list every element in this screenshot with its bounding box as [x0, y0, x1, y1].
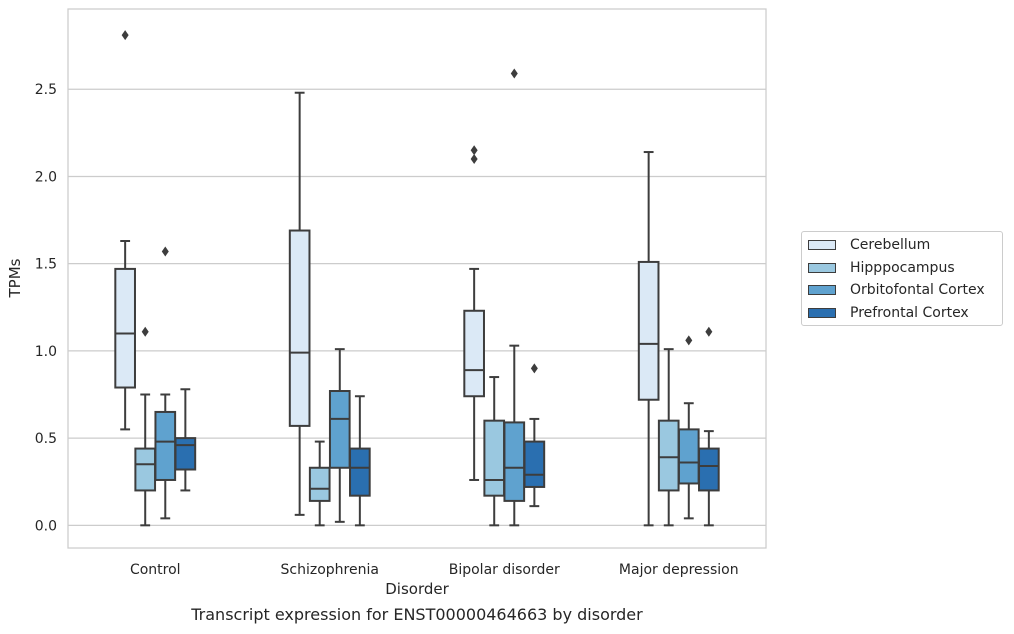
x-tick-label: Bipolar disorder — [449, 562, 560, 578]
legend-swatch-orbitofrontal — [808, 285, 836, 295]
y-tick-label: 1.0 — [35, 344, 57, 360]
outlier-point — [470, 154, 478, 165]
box-body — [698, 447, 720, 492]
box-body — [657, 419, 680, 492]
y-tick-label: 2.0 — [35, 169, 57, 185]
outlier-point — [141, 326, 149, 337]
box-body — [134, 447, 157, 492]
box-orbitofontal-cortex-control — [154, 246, 177, 520]
box-prefrontal-cortex-major-depression — [698, 326, 720, 527]
box-body — [349, 447, 371, 497]
legend-label-prefrontal: Prefrontal Cortex — [850, 305, 969, 321]
box-body — [503, 421, 526, 502]
box-cerebellum-major-depression — [637, 151, 660, 527]
legend-item-prefrontal: Prefrontal Cortex — [808, 303, 969, 323]
box-prefrontal-cortex-control — [174, 388, 197, 492]
x-tick-label: Major depression — [619, 562, 739, 578]
legend-swatch-prefrontal — [808, 308, 836, 318]
box-cerebellum-schizophrenia — [288, 91, 311, 516]
legend-swatch-cerebellum — [808, 240, 836, 250]
y-axis-label: TPMs — [6, 258, 24, 298]
legend-swatch-hippocampus — [808, 263, 836, 273]
outlier-point — [685, 335, 693, 346]
legend-label-orbitofrontal: Orbitofontal Cortex — [850, 282, 985, 298]
legend-item-cerebellum: Cerebellum — [808, 235, 930, 255]
box-body — [114, 267, 136, 389]
y-tick-label: 1.5 — [35, 257, 57, 273]
box-hipppocampus-schizophrenia — [308, 440, 331, 527]
box-body — [483, 419, 506, 497]
y-tick-label: 2.5 — [35, 82, 57, 98]
x-axis-label: Disorder — [385, 580, 449, 598]
x-tick-label: Schizophrenia — [281, 562, 379, 578]
legend-item-hippocampus: Hipppocampus — [808, 258, 955, 278]
box-prefrontal-cortex-schizophrenia — [349, 395, 371, 527]
box-body — [328, 390, 351, 469]
box-orbitofontal-cortex-schizophrenia — [328, 348, 351, 523]
outlier-point — [161, 246, 169, 257]
legend-label-cerebellum: Cerebellum — [850, 237, 931, 253]
x-tick-label: Control — [130, 562, 181, 578]
outlier-point — [705, 326, 713, 337]
legend-label-hippocampus: Hipppocampus — [850, 260, 955, 276]
box-body — [523, 440, 546, 488]
box-prefrontal-cortex-bipolar-disorder — [523, 363, 546, 508]
outlier-point — [470, 145, 478, 156]
box-body — [288, 229, 311, 427]
y-tick-label: 0.5 — [35, 431, 57, 447]
outlier-point — [510, 68, 518, 79]
box-body — [637, 260, 660, 401]
box-body — [463, 309, 485, 398]
box-cerebellum-control — [114, 30, 136, 431]
box-body — [308, 466, 331, 502]
box-cerebellum-bipolar-disorder — [463, 145, 485, 481]
box-body — [154, 410, 177, 481]
y-tick-labels: 0.0 0.5 1.0 1.5 2.0 2.5 — [35, 82, 57, 534]
box-hipppocampus-control — [134, 326, 157, 527]
box-body — [174, 437, 197, 471]
legend: Cerebellum Hipppocampus Orbitofontal Cor… — [801, 231, 1003, 326]
x-tick-labels: Control Schizophrenia Bipolar disorder Majo… — [130, 562, 739, 578]
outlier-point — [121, 30, 129, 41]
box-body — [677, 428, 700, 485]
outlier-point — [530, 363, 538, 374]
box-series — [114, 30, 720, 527]
legend-item-orbitofrontal: Orbitofontal Cortex — [808, 280, 985, 300]
chart-caption: Transcript expression for ENST0000046466… — [191, 605, 643, 624]
y-tick-label: 0.0 — [35, 518, 57, 534]
